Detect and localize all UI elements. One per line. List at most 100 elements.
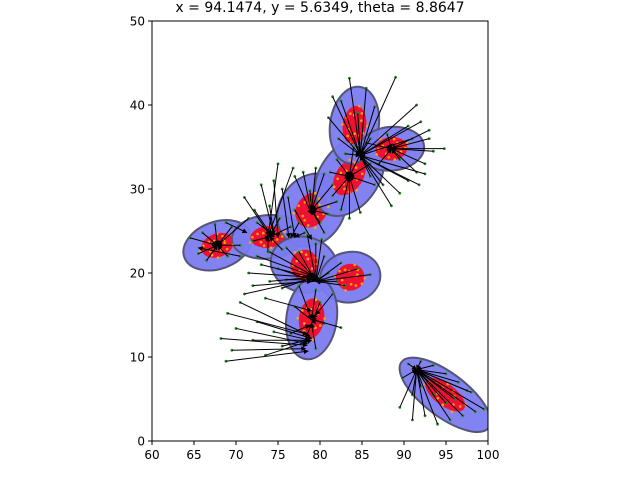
y-axis: 0 10 20 30 40 50 [130, 15, 152, 449]
vector-arrow [390, 138, 430, 150]
vector-arrow [378, 148, 392, 165]
point-inner [301, 214, 305, 218]
point-inner [353, 132, 356, 136]
vector-arrow [290, 324, 311, 334]
vector-arrow [302, 322, 313, 345]
vector-arrow [306, 235, 318, 282]
point-inner [392, 137, 396, 141]
point-inner [297, 204, 301, 208]
point-inner [339, 171, 343, 175]
vector-arrow [269, 251, 317, 278]
point-inner [216, 256, 220, 259]
point-inner [360, 119, 363, 122]
point-inner [269, 246, 273, 250]
vector-arrow [359, 154, 392, 207]
x-tick-label: 85 [354, 448, 369, 462]
point-inner [387, 155, 391, 159]
vector-arrow [416, 369, 485, 410]
vector-arrow [328, 117, 361, 156]
cluster-inner-ellipse [425, 378, 466, 412]
point-inner [318, 324, 322, 327]
point-inner [343, 187, 346, 191]
vector-arrow [315, 293, 333, 316]
point-inner [256, 232, 259, 236]
vector-arrow [267, 167, 294, 238]
vector-arrow [348, 175, 375, 186]
vector-arrow [348, 78, 363, 156]
point-inner [303, 218, 306, 222]
point-inner [292, 211, 295, 215]
vector-arrow [411, 369, 419, 421]
vector-arrow [308, 190, 314, 211]
vector-arrow [256, 255, 317, 279]
vector-arrow [310, 173, 325, 211]
vector-arrow [309, 167, 317, 211]
y-tick-label: 40 [130, 99, 145, 113]
vector-arrow [315, 274, 371, 284]
vector-arrow [256, 321, 313, 340]
point-inner [338, 269, 341, 273]
point-inner [353, 161, 357, 164]
point-inner [348, 158, 351, 162]
vector-arrow [366, 142, 392, 151]
point-inner [363, 277, 367, 280]
point-inner [275, 238, 279, 241]
point-inner [314, 298, 318, 302]
point-outer [238, 254, 242, 258]
vector-arrow [206, 244, 218, 261]
vector-arrow [311, 184, 333, 211]
vector-arrow [225, 222, 248, 234]
vector-arrow [311, 318, 325, 324]
point-inner [366, 124, 369, 128]
point-inner [261, 231, 265, 235]
vector-arrow [359, 104, 417, 156]
point-inner [323, 317, 326, 320]
vector-arrow [273, 331, 311, 342]
vector-arrow [340, 100, 362, 156]
vector-arrow [202, 232, 218, 246]
vector-arrow [359, 121, 422, 156]
vector-arrow [281, 188, 291, 239]
vector-arrow [235, 327, 308, 346]
vector-arrow [261, 264, 313, 279]
point-inner [300, 309, 304, 312]
vector-arrow [390, 148, 426, 165]
vector-arrow [298, 251, 317, 282]
vector-arrow [416, 369, 464, 417]
vector-arrow [407, 363, 418, 371]
point-inner [336, 177, 339, 181]
point-inner [332, 185, 336, 189]
point-inner [280, 235, 284, 238]
vector-arrow [269, 236, 283, 250]
vector-arrow [390, 129, 430, 150]
point-inner [349, 282, 353, 286]
point-inner [393, 158, 397, 161]
point-inner [221, 234, 224, 238]
point-inner [341, 122, 344, 126]
vector-arrow [329, 171, 350, 178]
point-inner [295, 259, 299, 263]
vector-arrow [225, 349, 309, 362]
point-inner [441, 403, 445, 407]
point-inner [306, 224, 310, 227]
vector-arrow [332, 96, 361, 156]
vector-arrow [315, 268, 358, 283]
vector-arrow [416, 369, 468, 392]
point-outer [327, 212, 330, 216]
point-inner [303, 322, 306, 325]
chart-title: x = 94.1474, y = 5.6349, theta = 8.8647 [175, 0, 464, 16]
x-axis: 60 65 70 75 80 85 90 95 100 [144, 441, 499, 462]
point-inner [313, 192, 317, 195]
vector-arrow [416, 360, 422, 371]
vector-arrow [313, 239, 323, 282]
x-tick-label: 80 [312, 448, 327, 462]
vector-arrow [416, 368, 459, 383]
vector-arrow [309, 322, 317, 349]
point-inner [202, 244, 205, 247]
point-inner [360, 112, 364, 115]
vector-arrow [231, 346, 307, 352]
x-tick-label: 75 [270, 448, 285, 462]
vector-arrow [359, 77, 397, 156]
point-inner [262, 244, 266, 247]
point-inner [360, 282, 364, 286]
